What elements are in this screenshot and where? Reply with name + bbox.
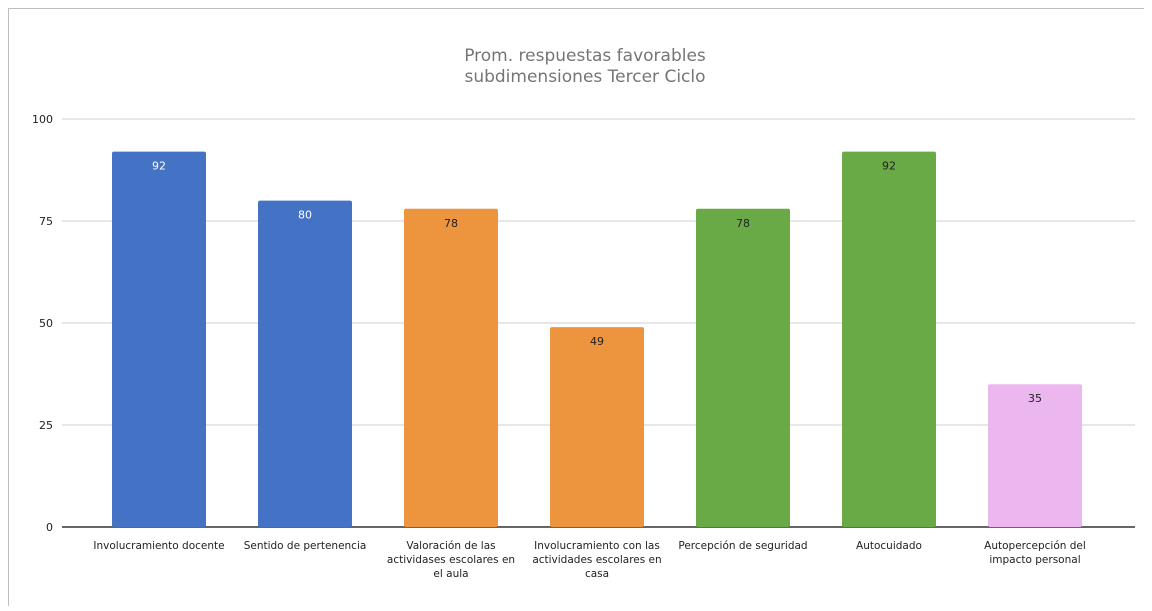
bar (404, 208, 498, 527)
category-label: Autopercepción del impacto personal (984, 540, 1086, 566)
bar (258, 200, 352, 527)
data-label: 78 (736, 217, 750, 230)
bar-chart: Prom. respuestas favorablessubdimensione… (32, 46, 1135, 580)
chart-title-line: subdimensiones Tercer Ciclo (464, 67, 705, 87)
y-tick-label: 50 (39, 317, 53, 330)
y-tick-label: 25 (39, 419, 53, 432)
y-tick-label: 75 (39, 215, 53, 228)
y-axis-tick-labels: 0 25 50 75 100 (32, 113, 53, 534)
chart-title-line: Prom. respuestas favorables (464, 46, 706, 66)
bar (842, 151, 936, 527)
data-label: 78 (444, 217, 458, 230)
chart-title: Prom. respuestas favorablessubdimensione… (464, 46, 706, 87)
bars (112, 151, 1082, 527)
category-label: Autocuidado (856, 540, 922, 552)
y-tick-label: 100 (32, 113, 53, 126)
category-label: Involucramiento con las actividades escol… (532, 540, 661, 580)
category-label: Percepción de seguridad (678, 540, 807, 552)
chart-frame: Prom. respuestas favorables subdimensione… (8, 8, 1144, 606)
bar (988, 384, 1082, 527)
data-label: 49 (590, 335, 604, 348)
bar (112, 151, 206, 527)
x-axis-category-labels: Involucramiento docente Sentido de perten… (93, 540, 1085, 580)
bar (696, 208, 790, 527)
category-label: Sentido de pertenencia (244, 540, 367, 552)
data-label: 35 (1028, 392, 1042, 405)
y-tick-label: 0 (46, 521, 53, 534)
data-label: 80 (298, 209, 312, 222)
bar (550, 327, 644, 527)
data-label: 92 (152, 160, 166, 173)
data-labels: 92 80 78 49 78 92 35 (152, 160, 1042, 406)
category-label: Involucramiento docente (93, 540, 224, 552)
data-label: 92 (882, 160, 896, 173)
category-label: Valoración de las actividases escolares e… (387, 540, 515, 580)
